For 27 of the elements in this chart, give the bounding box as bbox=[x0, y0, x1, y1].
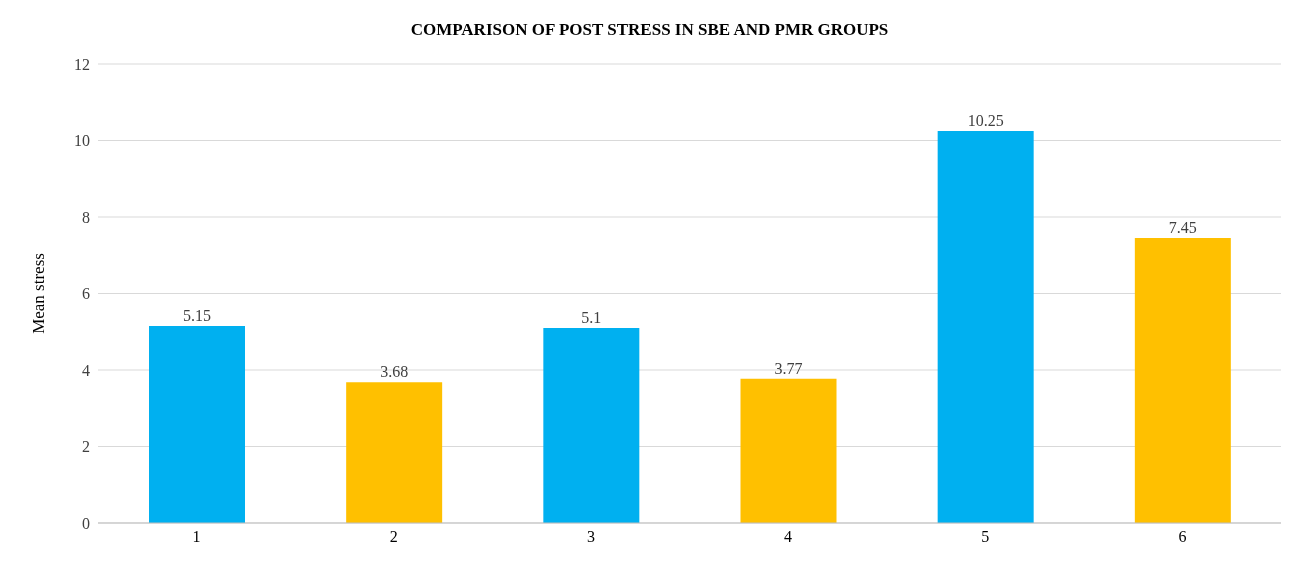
y-tick-label: 4 bbox=[82, 361, 90, 379]
y-tick-label: 8 bbox=[82, 208, 90, 226]
x-tick-label: 5 bbox=[981, 528, 990, 546]
y-tick-label: 12 bbox=[74, 55, 90, 73]
x-tick-label: 4 bbox=[784, 528, 793, 546]
bar bbox=[1134, 238, 1231, 523]
data-label: 5.1 bbox=[581, 308, 602, 326]
x-tick-label: 3 bbox=[586, 528, 595, 546]
bar bbox=[346, 382, 443, 523]
x-tick-label: 6 bbox=[1178, 528, 1187, 546]
bar bbox=[937, 130, 1034, 523]
chart-title: COMPARISON OF POST STRESS IN SBE AND PMR GROUPS bbox=[409, 19, 890, 41]
data-label: 7.45 bbox=[1168, 219, 1197, 237]
bar bbox=[543, 327, 640, 523]
y-tick-label: 10 bbox=[74, 132, 90, 150]
bar bbox=[740, 378, 837, 523]
y-tick-label: 6 bbox=[82, 285, 90, 303]
bar bbox=[149, 326, 245, 523]
y-tick-label: 0 bbox=[82, 514, 90, 532]
data-label: 10.25 bbox=[967, 111, 1004, 129]
data-label: 3.68 bbox=[380, 363, 409, 381]
y-axis-title: Mean stress bbox=[29, 253, 49, 334]
data-label: 3.77 bbox=[774, 359, 803, 377]
y-tick-label: 2 bbox=[82, 438, 90, 456]
x-tick-label: 1 bbox=[192, 528, 201, 546]
x-tick-label: 2 bbox=[389, 528, 398, 546]
data-label: 5.15 bbox=[183, 307, 211, 325]
